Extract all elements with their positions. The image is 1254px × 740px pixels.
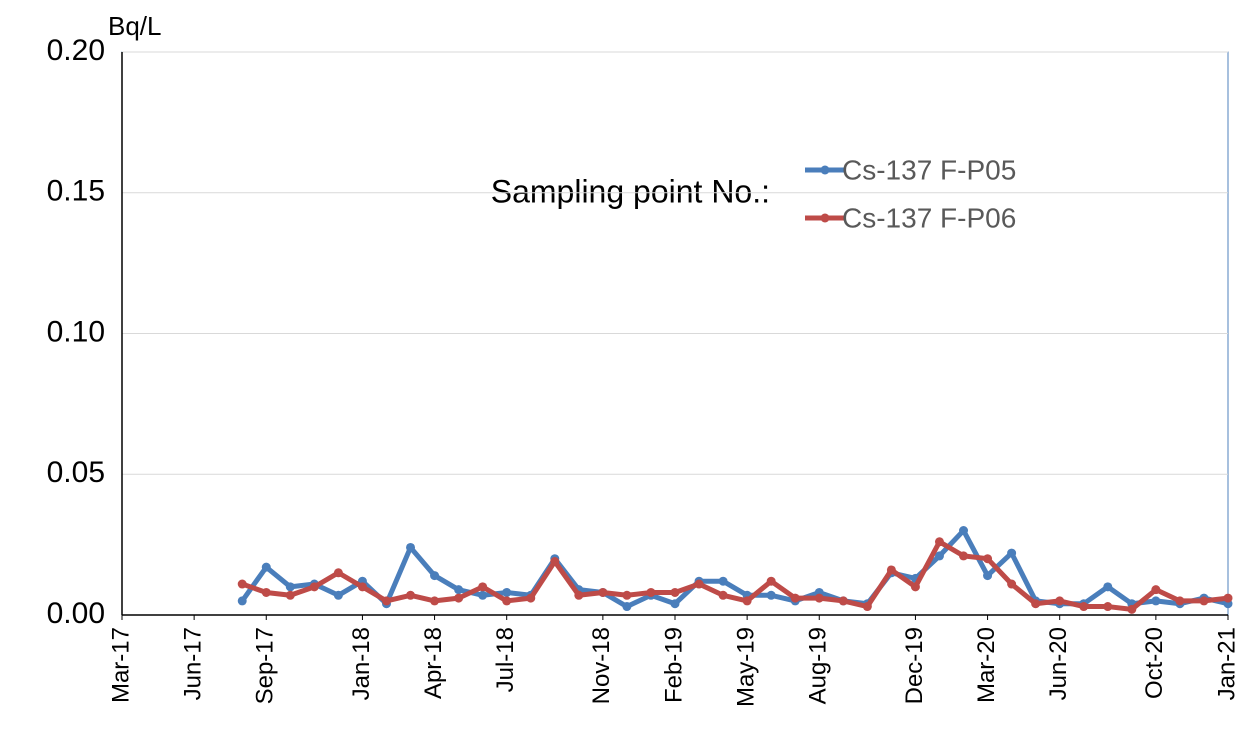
data-point	[838, 596, 848, 606]
y-tick-label: 0.15	[47, 175, 105, 208]
data-point	[285, 590, 295, 600]
legend-title: Sampling point No.:	[491, 173, 770, 209]
y-axis-label: Bq/L	[108, 11, 162, 41]
data-point	[622, 590, 632, 600]
x-tick-label: Nov-18	[588, 627, 615, 704]
data-point	[285, 582, 295, 592]
x-tick-label: Mar-17	[107, 627, 134, 703]
data-point	[357, 582, 367, 592]
y-tick-label: 0.10	[47, 315, 105, 348]
data-point	[1007, 548, 1017, 558]
data-point	[333, 568, 343, 578]
data-point	[1031, 599, 1041, 609]
data-point	[1199, 596, 1209, 606]
data-point	[478, 590, 488, 600]
data-point	[646, 587, 656, 597]
data-point	[333, 590, 343, 600]
data-point	[1079, 602, 1089, 612]
data-point	[1151, 596, 1161, 606]
data-point	[1103, 582, 1113, 592]
data-point	[261, 562, 271, 572]
data-point	[454, 593, 464, 603]
x-tick-label: Jul-18	[492, 627, 519, 692]
data-point	[718, 576, 728, 586]
data-point	[622, 602, 632, 612]
data-point	[862, 602, 872, 612]
data-point	[502, 596, 512, 606]
x-tick-label: Oct-20	[1141, 627, 1168, 699]
series-line	[240, 528, 1229, 610]
x-tick-label: Jan-18	[348, 627, 375, 700]
data-point	[670, 587, 680, 597]
data-point	[934, 537, 944, 547]
data-point	[406, 542, 416, 552]
x-tick-label: May-19	[732, 627, 759, 707]
x-tick-label: Apr-18	[420, 627, 447, 699]
y-tick-label: 0.20	[47, 34, 105, 67]
data-point	[886, 565, 896, 575]
data-point	[237, 579, 247, 589]
data-point	[766, 590, 776, 600]
x-tick-label: Mar-20	[973, 627, 1000, 703]
data-point	[790, 593, 800, 603]
data-point	[1151, 585, 1161, 595]
data-point	[1055, 596, 1065, 606]
x-tick-label: Jun-20	[1045, 627, 1072, 700]
y-tick-label: 0.00	[47, 597, 105, 630]
data-point	[814, 593, 824, 603]
legend-marker	[820, 213, 830, 223]
data-point	[742, 596, 752, 606]
data-point	[1103, 602, 1113, 612]
data-point	[237, 596, 247, 606]
data-point	[959, 551, 969, 561]
data-point	[526, 593, 536, 603]
data-point	[1175, 596, 1185, 606]
data-point	[718, 590, 728, 600]
x-tick-label: Feb-19	[660, 627, 687, 703]
data-point	[694, 579, 704, 589]
data-point	[1127, 604, 1137, 614]
data-point	[478, 582, 488, 592]
data-point	[670, 599, 680, 609]
x-tick-label: Dec-19	[901, 627, 928, 704]
data-point	[934, 551, 944, 561]
data-point	[381, 596, 391, 606]
x-tick-label: Jun-17	[179, 627, 206, 700]
y-tick-label: 0.05	[47, 456, 105, 489]
data-point	[309, 582, 319, 592]
data-point	[406, 590, 416, 600]
legend-label: Cs-137 F-P05	[842, 154, 1016, 185]
legend-marker	[820, 165, 830, 175]
data-point	[766, 576, 776, 586]
data-point	[1223, 593, 1233, 603]
data-point	[502, 587, 512, 597]
data-point	[983, 554, 993, 564]
data-point	[1007, 579, 1017, 589]
legend-label: Cs-137 F-P06	[842, 202, 1016, 233]
data-point	[574, 590, 584, 600]
data-point	[983, 571, 993, 581]
data-point	[550, 557, 560, 567]
data-point	[454, 585, 464, 595]
data-point	[598, 587, 608, 597]
data-point	[430, 596, 440, 606]
x-tick-label: Sep-17	[252, 627, 279, 704]
data-point	[261, 587, 271, 597]
data-point	[430, 571, 440, 581]
data-point	[910, 582, 920, 592]
data-point	[959, 526, 969, 536]
x-tick-label: Jan-21	[1213, 627, 1240, 700]
x-tick-label: Aug-19	[805, 627, 832, 704]
